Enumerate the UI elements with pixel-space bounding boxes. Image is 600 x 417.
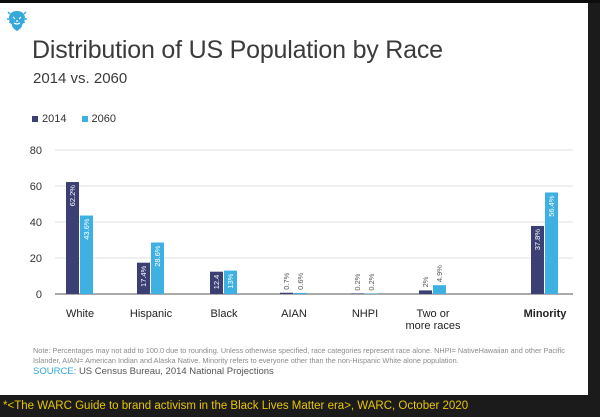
data-label-2060-4: 0.2% <box>367 273 376 290</box>
y-tick-label-0: 0 <box>36 289 42 301</box>
bar-chart: 0 20 40 60 80 62.2% 43.6% White 17.4% 28.6% Hispan… <box>30 145 573 332</box>
data-label-2060-6: 56.4% <box>547 195 556 217</box>
source-line: SOURCE: US Census Bureau, 2014 National … <box>33 366 274 377</box>
x-tick-label-6: Minority <box>524 308 568 320</box>
data-label-2014-1: 17.4% <box>139 265 148 287</box>
chart-title: Distribution of US Population by Race <box>32 36 443 64</box>
x-tick-label-2: Black <box>211 308 238 320</box>
bar-2014-3 <box>280 292 293 294</box>
y-tick-label-60: 60 <box>30 181 42 193</box>
bar-2014-5 <box>419 290 432 294</box>
lion-logo-icon <box>7 11 27 31</box>
data-label-2060-1: 28.6% <box>153 245 162 267</box>
bar-2060-3 <box>294 292 307 294</box>
data-label-2014-0: 62.2% <box>68 185 77 207</box>
y-tick-label-80: 80 <box>30 145 42 157</box>
x-tick-label-4: NHPI <box>352 308 378 320</box>
x-tick-label-1: Hispanic <box>130 308 173 320</box>
source-label: SOURCE: <box>33 366 77 377</box>
x-tick-label-3: AIAN <box>281 308 307 320</box>
chart-slide: Distribution of US Population by Race 20… <box>0 3 588 395</box>
legend-swatch-2060 <box>81 116 88 122</box>
y-tick-label-20: 20 <box>30 253 42 265</box>
x-tick-label-5-line-1: more races <box>405 320 461 332</box>
footnote: Note: Percentages may not add to 100.0 d… <box>33 346 565 365</box>
legend-label-2014: 2014 <box>42 113 67 125</box>
y-tick-label-40: 40 <box>30 217 42 229</box>
data-label-2014-4: 0.2% <box>353 273 362 290</box>
figure-caption: *<The WARC Guide to brand activism in th… <box>3 400 469 412</box>
bar-2060-1 <box>151 242 164 294</box>
bar-2060-4 <box>365 293 378 294</box>
top-strip <box>0 0 600 3</box>
bar-2014-2 <box>210 271 223 294</box>
chart-subtitle: 2014 vs. 2060 <box>33 70 128 87</box>
legend: 2014 2060 <box>32 113 128 125</box>
data-label-2014-6: 37.8% <box>533 229 542 251</box>
bar-2060-2 <box>224 270 237 294</box>
bar-2014-0 <box>66 182 79 294</box>
data-label-2014-3: 0.7% <box>282 272 291 289</box>
legend-label-2060: 2060 <box>91 113 117 125</box>
data-label-2060-0: 43.6% <box>82 218 91 240</box>
legend-swatch-2014 <box>32 116 38 122</box>
data-label-2060-2: 13% <box>226 273 235 288</box>
bar-2014-4 <box>351 293 364 294</box>
legend-item-2060: 2060 <box>81 113 117 125</box>
data-label-2060-3: 0.6% <box>296 272 305 289</box>
source-text: US Census Bureau, 2014 National Projecti… <box>78 366 274 377</box>
bar-2014-1 <box>137 262 150 294</box>
data-label-2060-5: 4.9% <box>435 265 444 282</box>
x-tick-label-5-line-0: Two or <box>416 308 449 320</box>
bar-2060-5 <box>433 285 446 294</box>
legend-item-2014: 2014 <box>32 113 66 125</box>
bar-2014-6 <box>531 225 544 294</box>
data-label-2014-5: 2% <box>421 276 430 287</box>
x-tick-label-0: White <box>66 308 94 320</box>
data-label-2014-2: 12.4 <box>212 275 221 290</box>
bar-2060-0 <box>80 215 93 294</box>
bar-2060-6 <box>545 192 558 294</box>
